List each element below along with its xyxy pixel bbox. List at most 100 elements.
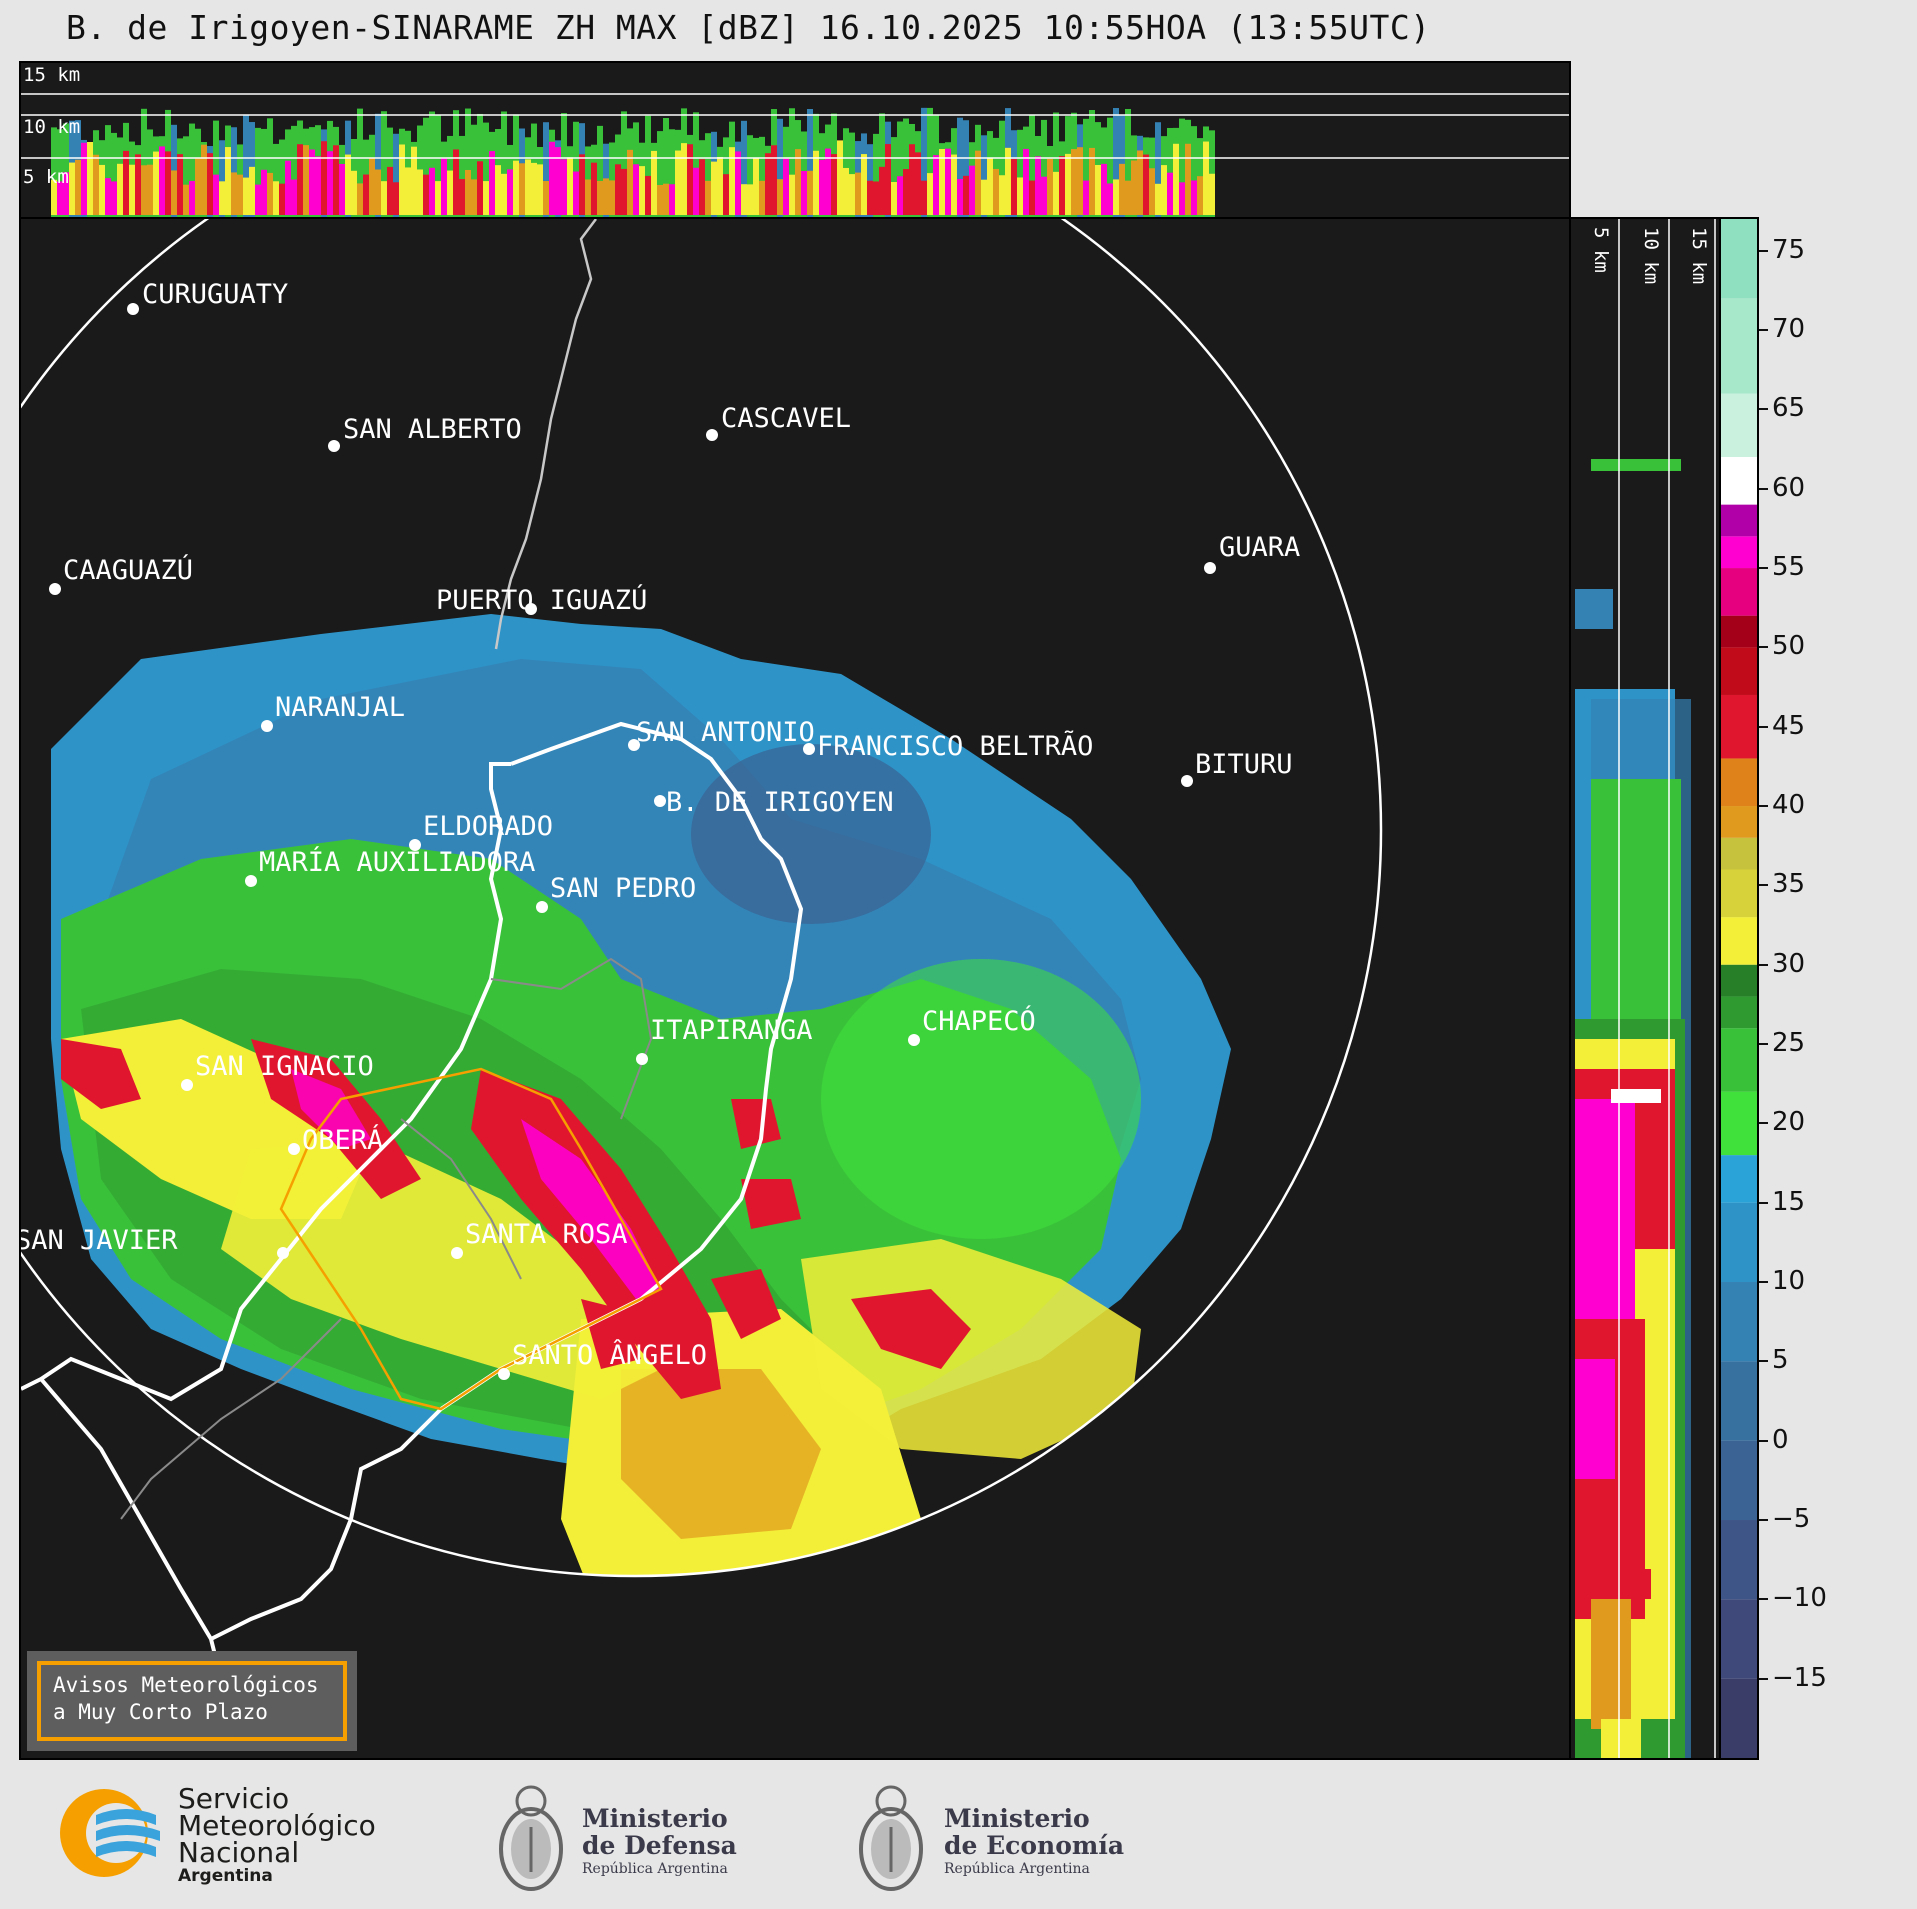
colorbar-tick-mark: [1759, 487, 1768, 490]
colorbar-segment: [1721, 996, 1757, 1029]
city-dot: [261, 720, 273, 732]
top-profile-core: [825, 148, 831, 215]
top-profile-core: [1209, 173, 1215, 215]
top-profile-core: [423, 174, 429, 215]
border-argentina-brazil: [210, 721, 804, 1641]
economia-line2: de Economía: [944, 1831, 1125, 1860]
border-paraguay-brazil: [494, 219, 597, 650]
colorbar-segment: [1721, 758, 1757, 807]
top-profile-core: [903, 169, 909, 215]
colorbar-tick-mark: [1759, 1677, 1768, 1680]
top-profile-core: [975, 150, 981, 215]
economia-coat-of-arms-icon: [859, 1785, 923, 1891]
colorbar: [1719, 217, 1759, 1760]
city-dot: [908, 1034, 920, 1046]
top-profile-column: [1053, 112, 1059, 217]
city-dot: [49, 583, 61, 595]
colorbar-tick-mark: [1759, 408, 1768, 411]
echo-red-cell-5: [731, 1099, 781, 1149]
colorbar-tick-mark: [1759, 1598, 1768, 1601]
colorbar-segment: [1721, 393, 1757, 457]
top-profile-core: [105, 178, 111, 215]
top-profile-core: [711, 161, 717, 215]
top-profile-column: [1041, 119, 1047, 217]
map-title: B. de Irigoyen-SINARAME ZH MAX [dBZ] 16.…: [66, 8, 1431, 47]
top-profile-column: [267, 118, 273, 217]
top-profile-core: [849, 174, 855, 215]
top-profile-core: [117, 163, 123, 215]
top-profile-core: [1101, 163, 1107, 215]
top-profile-core: [963, 175, 969, 215]
top-profile-core: [303, 145, 309, 215]
colorbar-tick-label: 40: [1772, 790, 1806, 821]
side-height-profile-panel: 5 km 10 km 15 km: [1569, 217, 1721, 1760]
top-profile-column: [573, 121, 579, 217]
top-profile-core: [957, 178, 963, 215]
colorbar-segment: [1721, 298, 1757, 394]
top-profile-core: [279, 183, 285, 215]
top-profile-core: [1179, 182, 1185, 215]
top-profile-core: [873, 181, 879, 215]
top-profile-core: [459, 179, 465, 215]
top-profile-core: [405, 167, 411, 215]
top-profile-core: [1005, 147, 1011, 215]
city-label: CHAPECÓ: [922, 1005, 1036, 1037]
top-profile-core: [1053, 171, 1059, 215]
top-profile-column: [609, 142, 615, 217]
top-profile-core: [771, 145, 777, 215]
echo-yellow-southwest: [221, 1139, 661, 1399]
side-height-label-15km: 15 km: [1688, 227, 1710, 284]
top-profile-core: [819, 159, 825, 215]
echo-yellow-east: [801, 1239, 1141, 1459]
top-profile-column: [705, 133, 711, 217]
top-profile-column: [657, 131, 663, 217]
city-dot: [803, 743, 815, 755]
footer-logos: Servicio Meteorológico Nacional Argentin…: [0, 1765, 1917, 1909]
top-profile-core: [579, 154, 585, 215]
colorbar-tick-mark: [1759, 725, 1768, 728]
colorbar-tick-label: 0: [1772, 1424, 1789, 1455]
top-profile-column: [219, 140, 225, 217]
colorbar-tick-mark: [1759, 1439, 1768, 1442]
colorbar-segment: [1721, 568, 1757, 616]
top-profile-core: [1119, 163, 1125, 215]
city-dot: [409, 839, 421, 851]
top-profile-column: [255, 127, 261, 217]
colorbar-tick-label: −10: [1772, 1583, 1827, 1614]
top-profile-core: [597, 180, 603, 215]
city-label: SAN PEDRO: [550, 873, 696, 904]
top-profile-core: [987, 158, 993, 215]
top-profile-column: [141, 108, 147, 217]
top-profile-core: [1023, 148, 1029, 215]
side-height-profile-svg: 5 km 10 km 15 km: [1575, 219, 1716, 1758]
top-profile-core: [399, 144, 405, 215]
top-profile-core: [1203, 141, 1209, 215]
colorbar-tick-mark: [1759, 1360, 1768, 1363]
department-boundaries: [120, 957, 653, 1520]
top-profile-core: [87, 141, 93, 215]
city-dot: [636, 1053, 648, 1065]
top-profile-core: [183, 184, 189, 215]
top-profile-core: [465, 169, 471, 215]
top-profile-core: [1125, 180, 1131, 215]
top-profile-column: [51, 127, 57, 217]
colorbar-tick-mark: [1759, 1122, 1768, 1125]
city-dot: [498, 1368, 510, 1380]
top-profile-core: [591, 162, 597, 215]
colorbar-segment: [1721, 456, 1757, 505]
colorbar-tick-label: −5: [1772, 1504, 1811, 1534]
colorbar-tick-mark: [1759, 249, 1768, 252]
colorbar-tick-label: 45: [1772, 710, 1806, 741]
defensa-coat-of-arms-icon: [499, 1785, 563, 1891]
top-profile-core: [381, 181, 387, 215]
colorbar-tick-label: −15: [1772, 1662, 1827, 1693]
city-label: NARANJAL: [275, 692, 405, 723]
top-profile-column: [1029, 115, 1035, 217]
top-height-profile-panel: 15 km 10 km 5 km: [19, 61, 1571, 219]
top-profile-core: [753, 157, 759, 215]
top-profile-core: [615, 164, 621, 215]
top-profile-column: [1209, 130, 1215, 217]
warning-box[interactable]: Avisos Meteorológicos a Muy Corto Plazo: [27, 1651, 357, 1751]
city-label: GUARA: [1219, 532, 1300, 563]
top-profile-core: [585, 179, 591, 215]
